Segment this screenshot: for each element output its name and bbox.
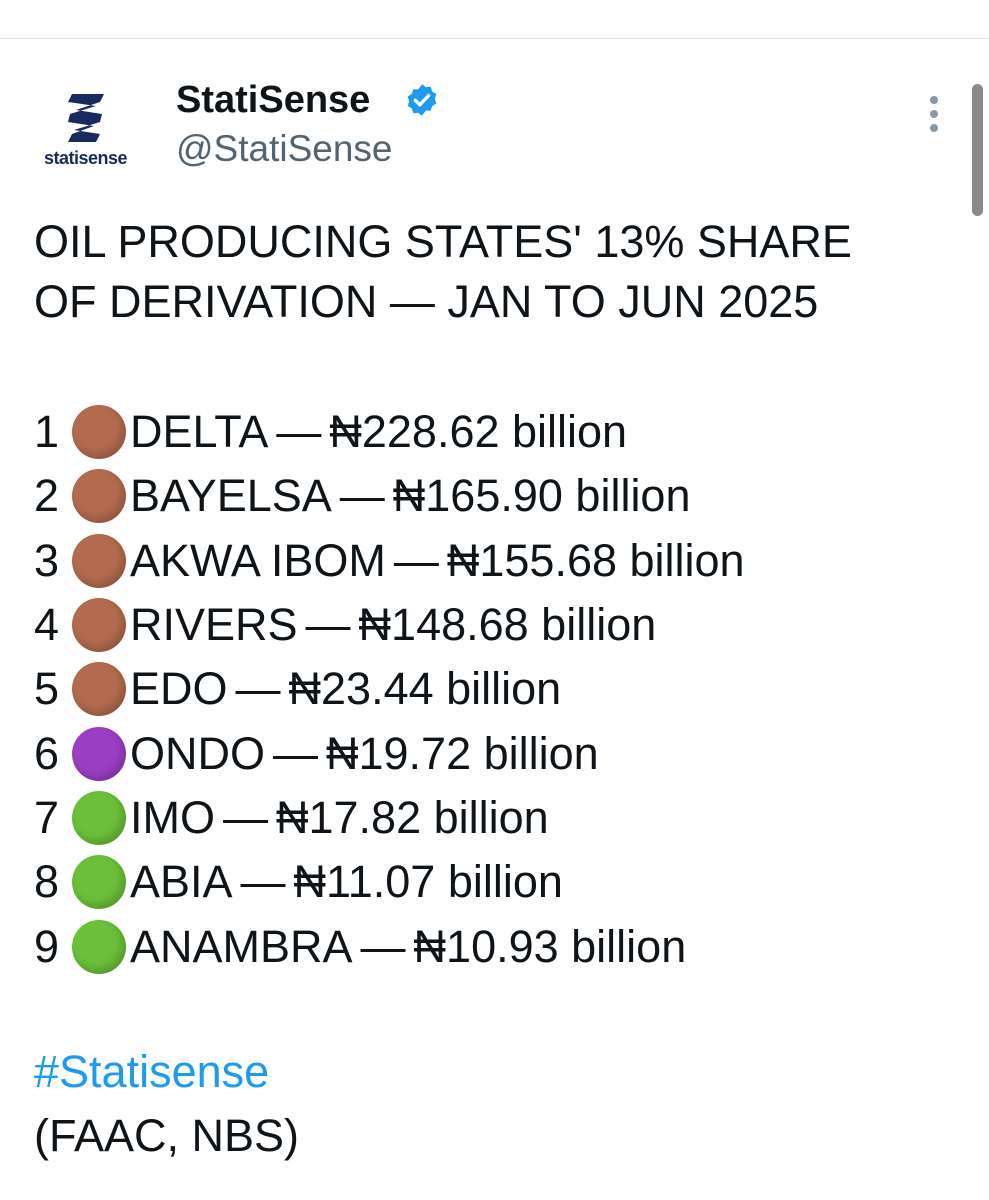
rank-number: 6 [34, 727, 60, 779]
list-item: 8 ABIA — ₦11.07 billion [34, 850, 954, 914]
list-item: 6 ONDO — ₦19.72 billion [34, 721, 954, 785]
share-value: ₦148.68 billion [358, 599, 657, 651]
list-item: 9 ANAMBRA — ₦10.93 billion [34, 914, 954, 978]
tweet-title: OIL PRODUCING STATES' 13% SHARE OF DERIV… [34, 212, 934, 332]
share-value: ₦228.62 billion [329, 406, 628, 458]
rank-number: 1 [34, 406, 60, 458]
list-item: 5 EDO — ₦23.44 billion [34, 657, 954, 721]
separator-dash: — [339, 470, 385, 522]
state-name: IMO [130, 791, 215, 843]
circle-emoji-icon [72, 919, 126, 974]
share-value: ₦10.93 billion [413, 920, 687, 972]
separator-dash: — [360, 920, 406, 972]
statisense-logo-icon [68, 94, 104, 142]
source-text: (FAAC, NBS) [34, 1110, 300, 1161]
state-name: RIVERS [130, 599, 298, 651]
state-name: DELTA [130, 406, 269, 458]
share-value: ₦17.82 billion [276, 791, 549, 843]
top-divider [0, 38, 989, 39]
circle-emoji-icon [72, 598, 126, 653]
circle-emoji-icon [72, 469, 126, 524]
verified-badge-icon [407, 84, 437, 116]
separator-dash: — [305, 599, 351, 651]
circle-emoji-icon [72, 405, 126, 460]
tweet-title-line-2: OF DERIVATION — JAN TO JUN 2025 [34, 276, 819, 327]
scrollbar-thumb[interactable] [972, 84, 983, 216]
state-name: AKWA IBOM [130, 534, 386, 586]
author-display-name[interactable]: StatiSense [176, 79, 371, 121]
list-item: 4 RIVERS — ₦148.68 billion [34, 593, 954, 657]
circle-emoji-icon [72, 726, 126, 781]
share-value: ₦11.07 billion [293, 856, 563, 908]
author-handle[interactable]: @StatiSense [176, 128, 393, 169]
rank-number: 5 [34, 663, 60, 715]
separator-dash: — [276, 406, 322, 458]
list-item: 1 DELTA — ₦228.62 billion [34, 400, 954, 464]
avatar[interactable]: statisense [30, 86, 142, 170]
separator-dash: — [235, 663, 281, 715]
separator-dash: — [240, 856, 286, 908]
state-name: BAYELSA [130, 470, 332, 522]
circle-emoji-icon [72, 662, 126, 717]
share-value: ₦165.90 billion [392, 470, 691, 522]
circle-emoji-icon [72, 533, 126, 588]
state-name: ONDO [130, 727, 265, 779]
hashtag-link[interactable]: #Statisense [34, 1046, 270, 1097]
state-name: ANAMBRA [130, 920, 353, 972]
separator-dash: — [273, 727, 318, 779]
more-options-icon[interactable] [924, 96, 944, 138]
state-name: ABIA [130, 856, 233, 908]
list-item: 2 BAYELSA — ₦165.90 billion [34, 464, 954, 528]
state-name: EDO [130, 663, 228, 715]
share-value: ₦23.44 billion [288, 663, 562, 715]
separator-dash: — [223, 791, 268, 843]
rank-number: 3 [34, 534, 60, 586]
circle-emoji-icon [72, 790, 126, 845]
avatar-text: statisense [44, 148, 128, 168]
rank-number: 8 [34, 856, 60, 908]
rank-number: 7 [34, 791, 60, 843]
share-value: ₦19.72 billion [326, 727, 599, 779]
share-value: ₦155.68 billion [446, 534, 745, 586]
rank-number: 4 [34, 599, 60, 651]
list-item: 7 IMO — ₦17.82 billion [34, 786, 954, 850]
separator-dash: — [393, 534, 439, 586]
rank-number: 9 [34, 920, 60, 972]
ranking-list: 1 DELTA — ₦228.62 billion 2 BAYELSA — ₦165.90 b… [34, 400, 954, 979]
list-item: 3 AKWA IBOM — ₦155.68 billion [34, 529, 954, 593]
circle-emoji-icon [72, 855, 126, 910]
tweet-title-line-1: OIL PRODUCING STATES' 13% SHARE [34, 216, 852, 267]
rank-number: 2 [34, 470, 60, 522]
